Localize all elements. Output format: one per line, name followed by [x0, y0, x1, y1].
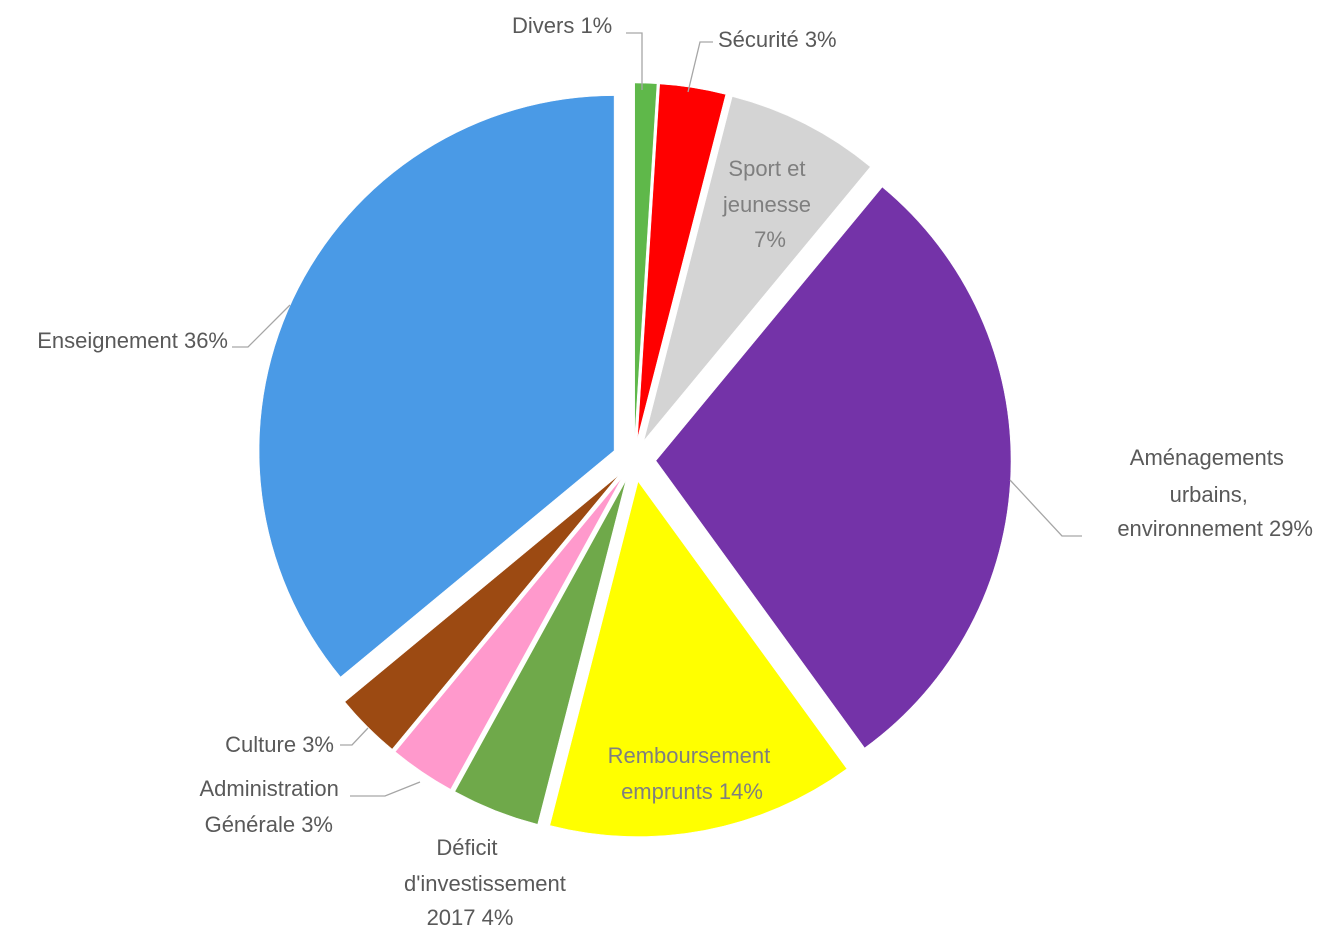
data-label-securite: Sécurité 3%: [718, 27, 837, 52]
pie-slice-enseignement: [258, 95, 615, 678]
data-label-line: urbains,: [1170, 482, 1248, 507]
data-label-line: Remboursement: [608, 743, 771, 768]
pie-slice-divers: [634, 82, 658, 439]
pie-slice-sport-et-jeunesse: [643, 96, 871, 441]
leader-line-enseignement: [232, 304, 291, 348]
pie-slice-administration-generale: [394, 478, 622, 790]
data-label-enseignement: Enseignement 36%: [37, 328, 228, 353]
data-label-deficit: Déficit d'investissement 2017 4%: [404, 835, 572, 926]
pie-slice-culture: [344, 475, 619, 750]
data-label-line: 7%: [754, 227, 786, 252]
data-label-line: Générale 3%: [205, 812, 333, 837]
leader-line-administration: [350, 781, 421, 797]
data-label-divers: Divers 1%: [512, 13, 612, 38]
data-label-line: Aménagements: [1130, 445, 1284, 470]
data-label-line: Administration: [199, 776, 338, 801]
leader-line-securite: [687, 41, 713, 93]
leader-line-amenagements: [1009, 479, 1082, 537]
data-labels: Divers 1% Sécurité 3% Sport et jeunesse …: [37, 13, 1313, 926]
data-label-administration: Administration Générale 3%: [199, 776, 345, 837]
leader-line-culture: [340, 727, 369, 746]
leader-line-divers: [626, 32, 643, 90]
data-label-line: Sport et: [728, 156, 805, 181]
data-label-line: 2017 4%: [427, 905, 514, 926]
data-label-line: environnement 29%: [1117, 516, 1313, 541]
leader-lines: [232, 32, 1082, 797]
data-label-line: Déficit: [436, 835, 497, 860]
data-label-culture: Culture 3%: [225, 732, 334, 757]
data-label-sport-jeunesse: Sport et jeunesse 7%: [722, 156, 817, 252]
pie-slice-amenagements-urbains-environnement: [655, 186, 1012, 749]
pie-slice-deficit-d-investissement-2017: [454, 480, 627, 825]
pie-slices: [258, 82, 1012, 837]
data-label-amenagements: Aménagements urbains, environnement 29%: [1117, 445, 1313, 541]
data-label-line: d'investissement: [404, 871, 566, 896]
pie-slice-securite: [637, 83, 727, 439]
pie-slice-remboursement-emprunts: [549, 481, 848, 837]
data-label-line: jeunesse: [722, 192, 811, 217]
data-label-line: emprunts 14%: [621, 779, 763, 804]
data-label-remboursement: Remboursement emprunts 14%: [608, 743, 777, 804]
